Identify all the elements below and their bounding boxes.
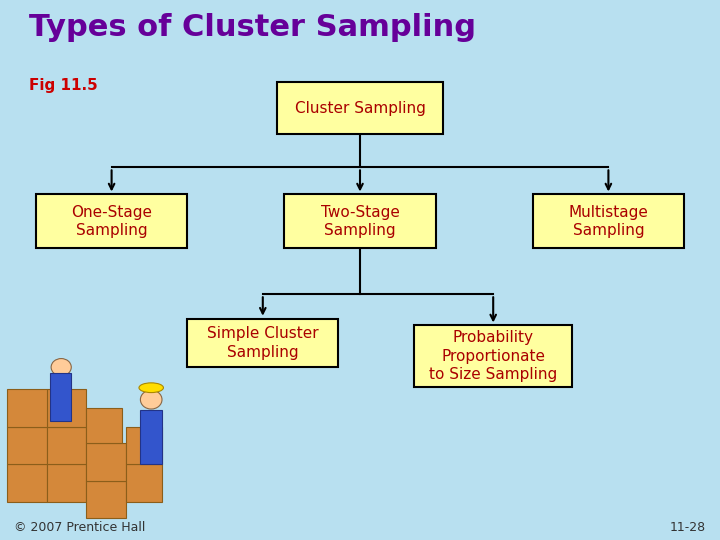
FancyBboxPatch shape bbox=[36, 194, 187, 248]
Text: Two-Stage
Sampling: Two-Stage Sampling bbox=[320, 205, 400, 238]
Bar bbox=[7, 427, 47, 464]
Bar bbox=[126, 427, 162, 464]
Bar bbox=[7, 389, 47, 427]
Ellipse shape bbox=[139, 383, 163, 393]
Bar bbox=[47, 389, 86, 427]
Bar bbox=[86, 408, 122, 443]
FancyBboxPatch shape bbox=[284, 194, 436, 248]
Text: Simple Cluster
Sampling: Simple Cluster Sampling bbox=[207, 326, 319, 360]
Text: Fig 11.5: Fig 11.5 bbox=[29, 78, 97, 93]
Bar bbox=[47, 427, 86, 464]
Bar bbox=[50, 373, 71, 421]
Text: © 2007 Prentice Hall: © 2007 Prentice Hall bbox=[14, 521, 145, 534]
FancyBboxPatch shape bbox=[187, 319, 338, 367]
FancyBboxPatch shape bbox=[277, 82, 443, 133]
Bar bbox=[140, 410, 162, 464]
Text: One-Stage
Sampling: One-Stage Sampling bbox=[71, 205, 152, 238]
Ellipse shape bbox=[140, 390, 162, 409]
Text: Types of Cluster Sampling: Types of Cluster Sampling bbox=[29, 14, 476, 43]
Text: Probability
Proportionate
to Size Sampling: Probability Proportionate to Size Sampli… bbox=[429, 330, 557, 382]
FancyBboxPatch shape bbox=[533, 194, 684, 248]
Text: Multistage
Sampling: Multistage Sampling bbox=[569, 205, 648, 238]
Bar bbox=[7, 464, 47, 502]
Bar bbox=[86, 481, 126, 518]
Text: Cluster Sampling: Cluster Sampling bbox=[294, 100, 426, 116]
Bar bbox=[126, 464, 162, 502]
Text: 11-28: 11-28 bbox=[670, 521, 706, 534]
Bar bbox=[86, 443, 126, 481]
FancyBboxPatch shape bbox=[414, 325, 572, 388]
Bar bbox=[47, 464, 86, 502]
Ellipse shape bbox=[51, 359, 71, 376]
